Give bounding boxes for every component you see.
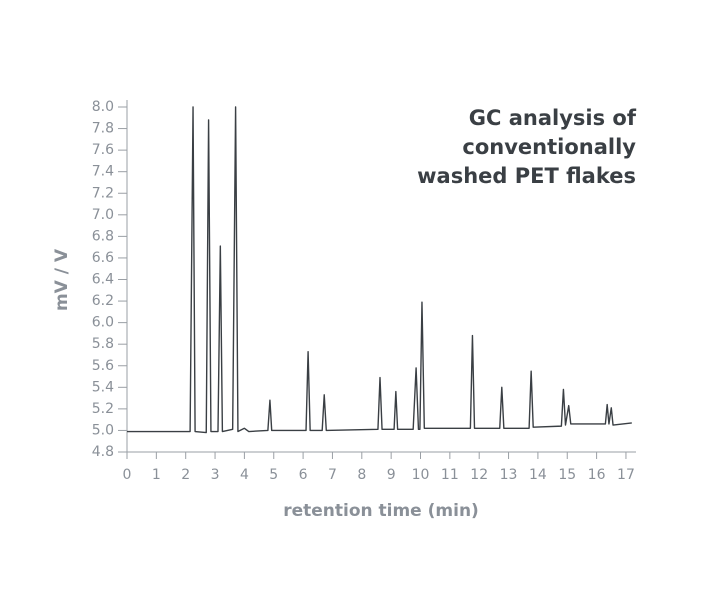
x-tick-label: 6 <box>299 467 308 483</box>
x-tick-label: 7 <box>328 467 337 483</box>
x-tick-label: 8 <box>357 467 366 483</box>
x-axis-label: retention time (min) <box>283 501 479 521</box>
y-axis-label: mV / V <box>52 248 72 311</box>
y-tick-label: 7.2 <box>92 185 114 201</box>
y-tick-label: 6.6 <box>92 250 114 266</box>
y-tick-label: 4.8 <box>92 444 114 460</box>
y-tick-label: 5.6 <box>92 358 114 374</box>
y-tick-label: 7.4 <box>92 164 114 180</box>
y-tick-label: 6.2 <box>92 293 114 309</box>
x-tick-label: 15 <box>558 467 576 483</box>
x-tick-label: 5 <box>269 467 278 483</box>
x-tick-label: 0 <box>123 467 132 483</box>
x-tick-label: 3 <box>211 467 220 483</box>
y-tick-label: 8.0 <box>92 99 114 115</box>
x-tick-label: 13 <box>500 467 518 483</box>
chromatogram-line <box>127 106 632 434</box>
y-tick-label: 5.2 <box>92 401 114 417</box>
x-tick-label: 1 <box>152 467 161 483</box>
x-tick-label: 14 <box>529 467 547 483</box>
y-tick-label: 5.0 <box>92 422 114 438</box>
y-tick-label: 7.8 <box>92 121 114 137</box>
y-tick-label: 7.6 <box>92 142 114 158</box>
y-tick-label: 5.4 <box>92 379 114 395</box>
x-tick-label: 17 <box>617 467 635 483</box>
x-tick-label: 11 <box>441 467 459 483</box>
y-tick-label: 6.4 <box>92 272 114 288</box>
x-tick-label: 9 <box>387 467 396 483</box>
y-tick-label: 5.8 <box>92 336 114 352</box>
x-tick-label: 16 <box>588 467 606 483</box>
x-tick-label: 10 <box>412 467 430 483</box>
y-tick-label: 6.0 <box>92 315 114 331</box>
y-tick-label: 6.8 <box>92 228 114 244</box>
x-tick-label: 12 <box>470 467 488 483</box>
chart-title: GC analysis of conventionally washed PET… <box>417 106 636 188</box>
x-tick-label: 2 <box>181 467 190 483</box>
y-tick-label: 7.0 <box>92 207 114 223</box>
x-tick-label: 4 <box>240 467 249 483</box>
